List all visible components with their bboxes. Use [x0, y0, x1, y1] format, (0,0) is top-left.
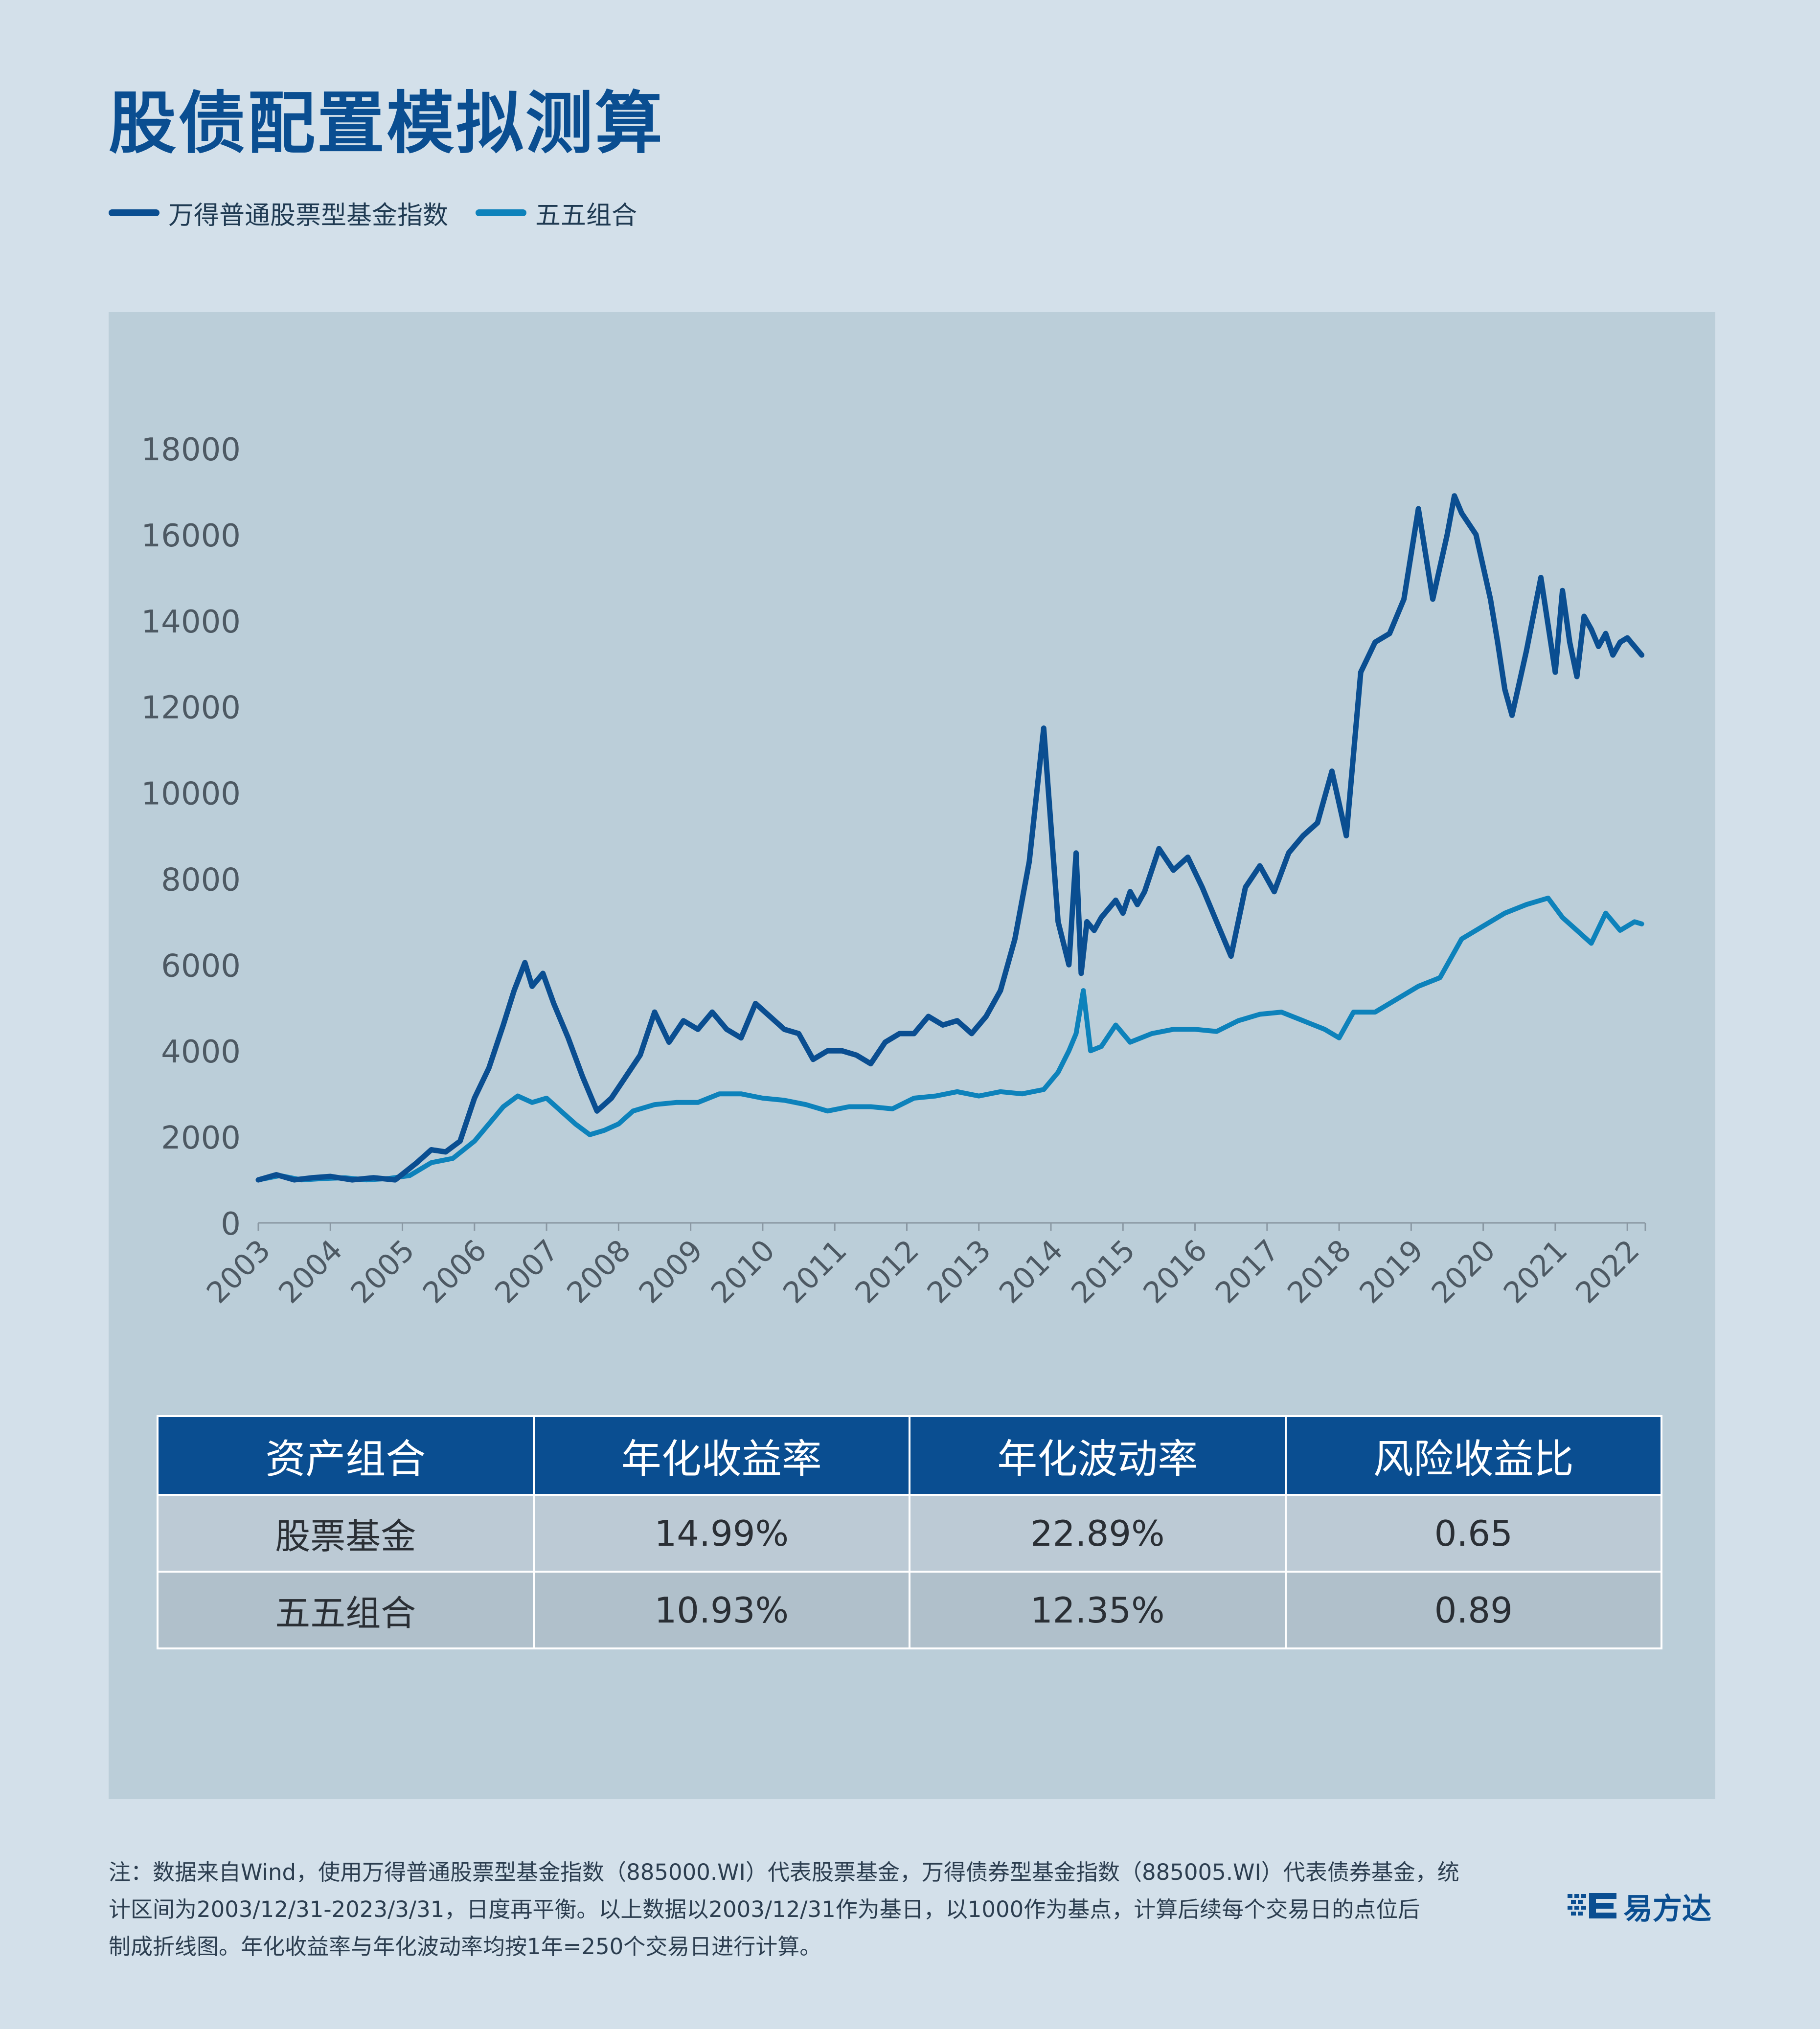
x-tick-label: 2022 — [1569, 1233, 1646, 1310]
x-tick-label: 2006 — [416, 1233, 493, 1310]
legend-label-stock: 万得普通股票型基金指数 — [168, 201, 449, 230]
x-tick-label: 2017 — [1209, 1233, 1286, 1310]
table-cell: 22.89% — [909, 1494, 1287, 1573]
y-tick-label: 16000 — [141, 518, 241, 554]
table-row: 股票基金 14.99% 22.89% 0.65 — [157, 1494, 1662, 1573]
y-tick-label: 10000 — [141, 776, 241, 812]
table-cell: 五五组合 — [157, 1571, 535, 1649]
table-cell: 0.65 — [1284, 1494, 1662, 1573]
x-tick-label: 2015 — [1065, 1233, 1141, 1310]
table-header: 资产组合 — [157, 1415, 535, 1496]
y-tick-label: 6000 — [161, 948, 241, 984]
x-tick-label: 2012 — [849, 1233, 926, 1310]
y-tick-label: 14000 — [141, 604, 241, 640]
table-cell: 0.89 — [1284, 1571, 1662, 1649]
x-tick-label: 2018 — [1281, 1233, 1358, 1310]
x-tick-label: 2004 — [272, 1233, 349, 1310]
line-chart: 0 2000 4000 6000 8000 10000 12000 14000 16000 180… — [141, 432, 1646, 1310]
x-tick-label: 2009 — [633, 1233, 709, 1310]
x-tick-label: 2020 — [1425, 1233, 1502, 1310]
table-cell: 10.93% — [532, 1571, 910, 1649]
table-header: 年化收益率 — [532, 1415, 910, 1496]
table-header-row: 资产组合 年化收益率 年化波动率 风险收益比 — [157, 1415, 1662, 1496]
x-tick-label: 2016 — [1137, 1233, 1214, 1310]
table-cell: 股票基金 — [157, 1494, 535, 1573]
table-cell: 14.99% — [532, 1494, 910, 1573]
x-tick-label: 2005 — [344, 1233, 421, 1310]
stats-table: 资产组合 年化收益率 年化波动率 风险收益比 股票基金 14.99% 22.89… — [157, 1415, 1662, 1649]
legend-item-stock-index: 万得普通股票型基金指数 — [109, 195, 448, 231]
x-tick-label: 2013 — [921, 1233, 998, 1310]
x-tick-label: 2014 — [993, 1233, 1069, 1310]
legend-swatch-mix — [476, 209, 527, 216]
chart-panel: 0 2000 4000 6000 8000 10000 12000 14000 16000 180… — [109, 312, 1715, 1799]
table-cell: 12.35% — [909, 1571, 1287, 1649]
y-tick-label: 12000 — [141, 690, 241, 726]
table-header: 年化波动率 — [909, 1415, 1287, 1496]
x-tick-label: 2010 — [705, 1233, 781, 1310]
footnote-line: 注：数据来自Wind，使用万得普通股票型基金指数（885000.WI）代表股票基… — [109, 1859, 1459, 1885]
footnote-line: 计区间为2003/12/31-2023/3/31，日度再平衡。以上数据以2003… — [109, 1896, 1420, 1922]
y-tick-label: 8000 — [161, 862, 241, 898]
footnote: 注：数据来自Wind，使用万得普通股票型基金指数（885000.WI）代表股票基… — [109, 1854, 1547, 1965]
table-row: 五五组合 10.93% 12.35% 0.89 — [157, 1571, 1662, 1649]
legend-swatch-stock — [109, 209, 159, 216]
x-tick-label: 2007 — [488, 1233, 565, 1310]
x-tick-label: 2019 — [1353, 1233, 1430, 1310]
y-tick-label: 0 — [221, 1206, 241, 1242]
brand-logo: 易方达 — [1566, 1884, 1711, 1928]
brand-name: 易方达 — [1623, 1892, 1711, 1926]
legend-label-mix: 五五组合 — [535, 201, 637, 230]
page-title: 股债配置模拟测算 — [109, 84, 665, 163]
x-tick-label: 2008 — [560, 1233, 637, 1310]
efunds-logo-icon — [1568, 1893, 1616, 1918]
x-tick-label: 2021 — [1497, 1233, 1574, 1310]
footnote-line: 制成折线图。年化收益率与年化波动率均按1年=250个交易日进行计算。 — [109, 1934, 822, 1960]
series-line-mix-portfolio — [256, 896, 1644, 1183]
legend-item-mix-portfolio: 五五组合 — [476, 195, 637, 231]
chart-legend: 万得普通股票型基金指数 五五组合 — [109, 196, 664, 230]
y-tick-label: 18000 — [141, 432, 241, 468]
series-line-stock-index — [255, 493, 1645, 1183]
y-tick-label: 2000 — [161, 1120, 241, 1156]
x-tick-label: 2011 — [776, 1233, 853, 1310]
table-header: 风险收益比 — [1284, 1415, 1662, 1496]
y-tick-label: 4000 — [161, 1034, 241, 1070]
x-tick-label: 2003 — [200, 1233, 277, 1310]
